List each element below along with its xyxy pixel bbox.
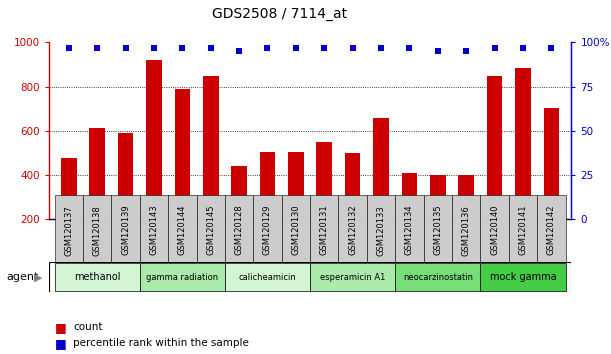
FancyBboxPatch shape — [395, 195, 423, 262]
Text: gamma radiation: gamma radiation — [146, 273, 218, 281]
Point — [234, 48, 244, 54]
Bar — [401, 173, 417, 219]
Text: GSM120144: GSM120144 — [178, 205, 187, 255]
Text: GSM120130: GSM120130 — [291, 205, 301, 256]
Bar — [146, 60, 162, 219]
Bar — [345, 153, 360, 219]
FancyBboxPatch shape — [452, 195, 480, 262]
Bar — [373, 118, 389, 219]
Bar — [61, 158, 76, 219]
Point — [206, 45, 216, 51]
Text: ■: ■ — [55, 321, 67, 334]
Point — [291, 45, 301, 51]
Bar — [515, 68, 531, 219]
Point — [348, 45, 357, 51]
Text: GSM120136: GSM120136 — [462, 205, 470, 256]
Text: GSM120145: GSM120145 — [206, 205, 215, 255]
Bar — [89, 128, 105, 219]
Bar — [458, 175, 474, 219]
Text: GSM120142: GSM120142 — [547, 205, 556, 255]
Point — [461, 48, 471, 54]
FancyBboxPatch shape — [509, 195, 537, 262]
Point — [546, 45, 556, 51]
FancyBboxPatch shape — [423, 195, 452, 262]
FancyBboxPatch shape — [140, 195, 168, 262]
Point — [64, 45, 74, 51]
Text: GDS2508 / 7114_at: GDS2508 / 7114_at — [212, 7, 347, 21]
FancyBboxPatch shape — [310, 195, 338, 262]
Bar — [118, 133, 133, 219]
Text: neocarzinostatin: neocarzinostatin — [403, 273, 473, 281]
Bar — [203, 76, 219, 219]
Text: GSM120128: GSM120128 — [235, 205, 244, 256]
Text: GSM120139: GSM120139 — [121, 205, 130, 256]
FancyBboxPatch shape — [310, 263, 395, 291]
Text: percentile rank within the sample: percentile rank within the sample — [73, 338, 249, 348]
Text: mock gamma: mock gamma — [489, 272, 557, 282]
Text: GSM120138: GSM120138 — [93, 205, 101, 256]
FancyBboxPatch shape — [254, 195, 282, 262]
Text: GSM120135: GSM120135 — [433, 205, 442, 256]
Text: GSM120143: GSM120143 — [150, 205, 158, 256]
FancyBboxPatch shape — [338, 195, 367, 262]
Point — [404, 45, 414, 51]
Point — [490, 45, 500, 51]
Text: count: count — [73, 322, 103, 332]
Text: methanol: methanol — [74, 272, 120, 282]
Text: calicheamicin: calicheamicin — [239, 273, 296, 281]
Point — [177, 45, 187, 51]
FancyBboxPatch shape — [197, 195, 225, 262]
Text: esperamicin A1: esperamicin A1 — [320, 273, 386, 281]
FancyBboxPatch shape — [480, 195, 509, 262]
FancyBboxPatch shape — [111, 195, 140, 262]
FancyBboxPatch shape — [537, 195, 566, 262]
Bar — [487, 76, 502, 219]
Bar — [544, 108, 559, 219]
Bar — [430, 175, 445, 219]
FancyBboxPatch shape — [140, 263, 225, 291]
Text: GSM120137: GSM120137 — [64, 205, 73, 256]
Point — [92, 45, 102, 51]
FancyBboxPatch shape — [225, 263, 310, 291]
Text: GSM120131: GSM120131 — [320, 205, 329, 256]
Bar — [316, 142, 332, 219]
Bar — [288, 152, 304, 219]
FancyBboxPatch shape — [83, 195, 111, 262]
Text: agent: agent — [6, 272, 38, 282]
Point — [320, 45, 329, 51]
Point — [376, 45, 386, 51]
Point — [120, 45, 130, 51]
Bar — [175, 89, 190, 219]
FancyBboxPatch shape — [395, 263, 480, 291]
Text: ▶: ▶ — [34, 272, 42, 282]
FancyBboxPatch shape — [367, 195, 395, 262]
Text: GSM120140: GSM120140 — [490, 205, 499, 255]
Point — [518, 45, 528, 51]
Text: ■: ■ — [55, 337, 67, 350]
FancyBboxPatch shape — [168, 195, 197, 262]
FancyBboxPatch shape — [54, 195, 83, 262]
Text: GSM120129: GSM120129 — [263, 205, 272, 255]
Text: GSM120141: GSM120141 — [519, 205, 527, 255]
FancyBboxPatch shape — [54, 263, 140, 291]
Point — [263, 45, 273, 51]
Text: GSM120133: GSM120133 — [376, 205, 386, 256]
Text: GSM120134: GSM120134 — [405, 205, 414, 256]
Bar — [232, 166, 247, 219]
FancyBboxPatch shape — [282, 195, 310, 262]
Bar — [260, 152, 276, 219]
FancyBboxPatch shape — [480, 263, 566, 291]
FancyBboxPatch shape — [225, 195, 254, 262]
Point — [433, 48, 443, 54]
Text: GSM120132: GSM120132 — [348, 205, 357, 256]
Point — [149, 45, 159, 51]
